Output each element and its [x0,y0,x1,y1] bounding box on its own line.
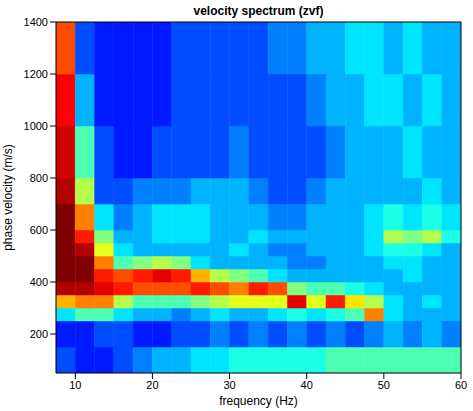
svg-text:phase velocity (m/s): phase velocity (m/s) [1,144,15,251]
html-text:velocity spectrum (zvf): velocity spectrum (zvf) [193,4,324,18]
svg-text:1400: 1400 [24,16,48,28]
svg-text:30: 30 [223,379,235,391]
svg-text:1200: 1200 [24,68,48,80]
svg-text:50: 50 [378,379,390,391]
svg-text:200: 200 [30,328,48,340]
svg-text:10: 10 [69,379,81,391]
svg-text:20: 20 [146,379,158,391]
svg-text:800: 800 [30,172,48,184]
svg-text:40: 40 [301,379,313,391]
svg-text:600: 600 [30,224,48,236]
svg-text:60: 60 [455,379,467,391]
svg-text:400: 400 [30,276,48,288]
svg-text:1000: 1000 [24,120,48,132]
svg-text:frequency (Hz): frequency (Hz) [219,394,298,408]
